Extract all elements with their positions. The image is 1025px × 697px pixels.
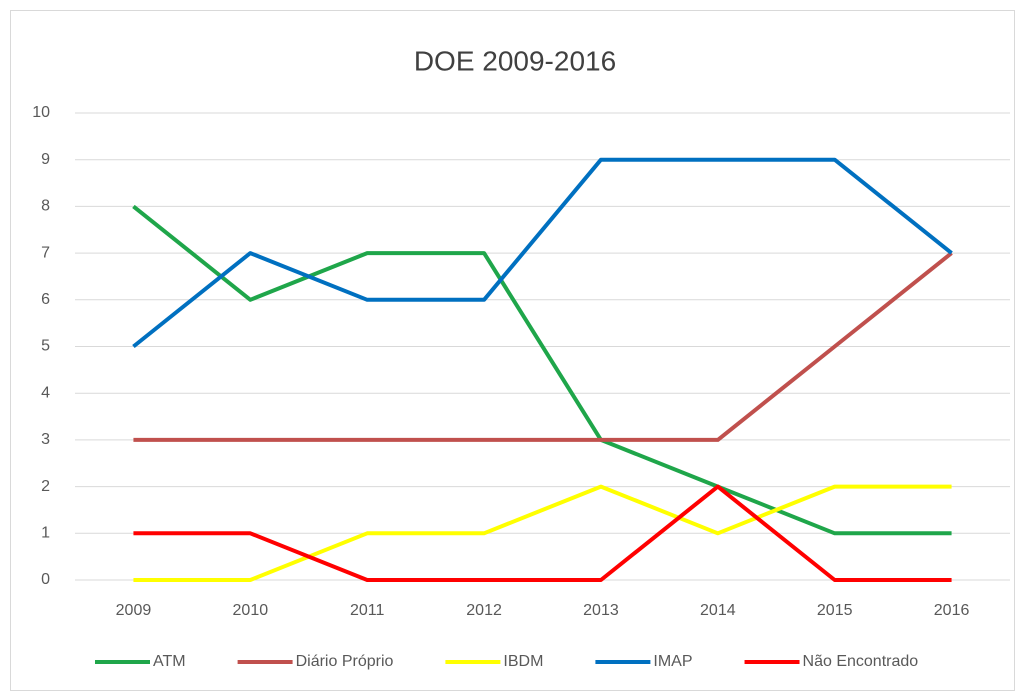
chart-border [10,10,1015,691]
y-tick-label: 6 [41,291,50,308]
y-tick-label: 3 [41,431,50,448]
y-tick-label: 5 [41,338,50,355]
y-tick-label: 8 [41,198,50,215]
x-tick-label: 2013 [583,602,619,619]
legend-label: IBDM [503,653,543,670]
x-tick-label: 2015 [817,602,853,619]
x-tick-label: 2010 [233,602,269,619]
chart-title: DOE 2009-2016 [414,45,616,76]
series-line [132,157,953,349]
x-tick-label: 2014 [700,602,736,619]
x-tick-label: 2009 [116,602,152,619]
y-tick-label: 10 [32,104,50,121]
y-tick-label: 9 [41,151,50,168]
y-tick-label: 0 [41,571,50,588]
series-line [133,251,953,442]
legend-label: IMAP [653,653,692,670]
y-tick-label: 4 [41,384,50,401]
x-tick-label: 2016 [934,602,970,619]
series-line [133,484,952,582]
legend-label: Não Encontrado [803,653,919,670]
x-tick-label: 2011 [350,602,385,619]
y-tick-label: 7 [41,244,50,261]
y-tick-label: 1 [41,525,50,542]
series-line [133,484,952,582]
series-line [132,204,952,536]
legend-label: Diário Próprio [296,653,394,670]
y-tick-label: 2 [41,478,50,495]
legend-label: ATM [153,653,186,670]
x-tick-label: 2012 [466,602,502,619]
